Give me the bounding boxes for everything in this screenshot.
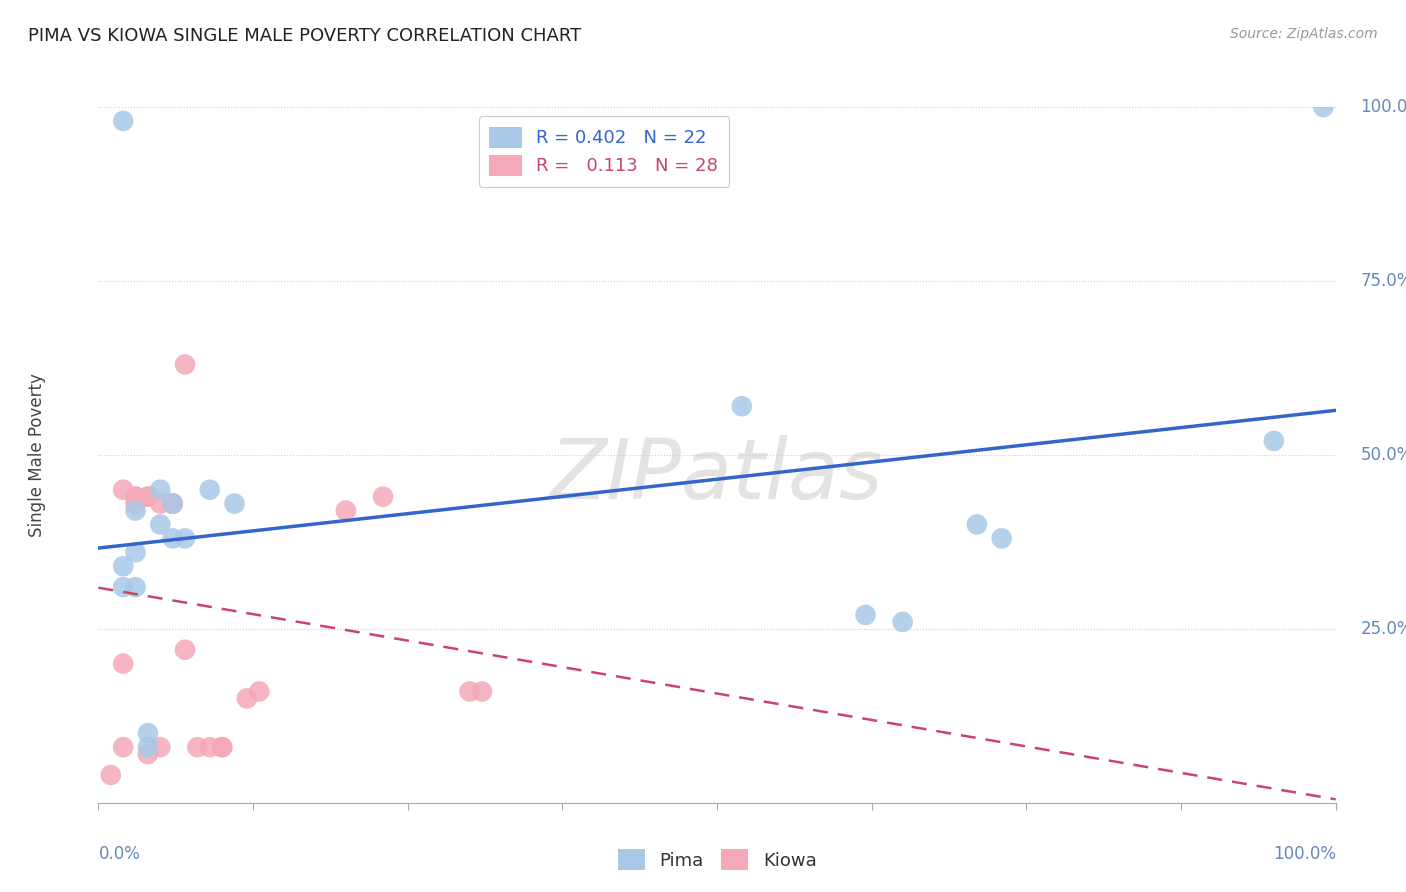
Point [855,607,877,622]
Point [124,497,146,511]
Point [731,399,754,413]
Point [162,497,184,511]
Point [247,684,270,698]
Point [211,740,233,755]
Point [124,490,146,504]
Legend: Pima, Kiowa: Pima, Kiowa [610,842,824,877]
Point [149,497,172,511]
Point [211,740,233,755]
Point [236,691,259,706]
Point [990,532,1012,546]
Point [136,726,159,740]
Point [124,490,146,504]
Point [371,490,394,504]
Point [136,490,159,504]
Point [112,580,135,594]
Text: 25.0%: 25.0% [1361,620,1406,638]
Point [224,497,246,511]
Text: 50.0%: 50.0% [1361,446,1406,464]
Text: Source: ZipAtlas.com: Source: ZipAtlas.com [1230,27,1378,41]
Point [149,483,172,497]
Point [124,503,146,517]
Point [335,503,357,517]
Point [198,483,221,497]
Point [112,559,135,574]
Point [162,532,184,546]
Point [174,358,197,372]
Point [198,740,221,755]
Text: 0.0%: 0.0% [98,845,141,863]
Point [124,580,146,594]
Point [174,642,197,657]
Point [458,684,481,698]
Point [186,740,208,755]
Point [136,740,159,755]
Text: Single Male Poverty: Single Male Poverty [28,373,45,537]
Point [149,740,172,755]
Point [112,657,135,671]
Point [891,615,914,629]
Point [966,517,988,532]
Text: 100.0%: 100.0% [1361,98,1406,116]
Point [136,490,159,504]
Point [112,114,135,128]
Point [136,747,159,761]
Text: PIMA VS KIOWA SINGLE MALE POVERTY CORRELATION CHART: PIMA VS KIOWA SINGLE MALE POVERTY CORREL… [28,27,581,45]
Point [162,497,184,511]
Point [174,532,197,546]
Point [124,545,146,559]
Point [112,740,135,755]
Point [162,497,184,511]
Point [1263,434,1285,448]
Point [100,768,122,782]
Text: 75.0%: 75.0% [1361,272,1406,290]
Point [471,684,494,698]
Point [149,517,172,532]
Point [1312,100,1334,114]
Point [162,497,184,511]
Text: 100.0%: 100.0% [1272,845,1336,863]
Point [162,497,184,511]
Point [112,483,135,497]
Text: ZIPatlas: ZIPatlas [550,435,884,516]
